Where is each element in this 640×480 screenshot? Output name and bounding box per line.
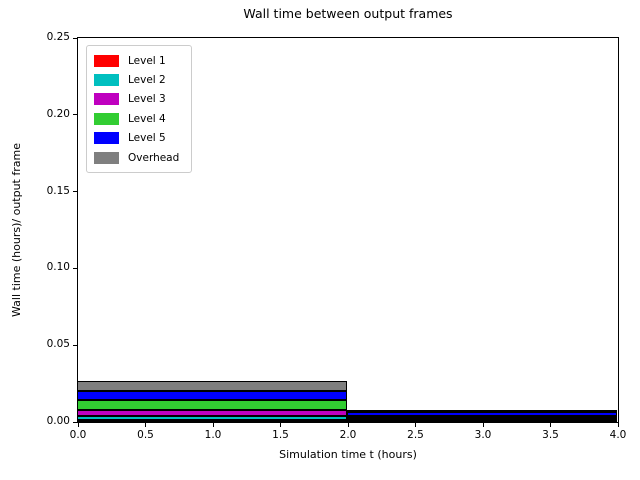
bar-segment-level-3 bbox=[77, 410, 347, 416]
y-tick-mark bbox=[73, 114, 78, 116]
x-tick-label: 2.0 bbox=[339, 429, 357, 441]
y-tick-mark bbox=[73, 191, 78, 193]
x-tick-label: 3.5 bbox=[542, 429, 559, 441]
bar-segment-level-2 bbox=[77, 415, 347, 420]
x-tick-mark bbox=[415, 423, 416, 427]
x-tick-label: 1.0 bbox=[204, 429, 222, 441]
x-tick-mark bbox=[212, 423, 214, 427]
legend-item-overhead: Overhead bbox=[94, 148, 179, 167]
x-tick-mark bbox=[145, 423, 146, 427]
legend-item-level-1: Level 1 bbox=[94, 51, 179, 70]
legend-swatch-level-1 bbox=[94, 54, 119, 67]
legend-label: Overhead bbox=[128, 151, 180, 164]
x-tick-label: 2.5 bbox=[407, 429, 424, 441]
x-tick-mark bbox=[280, 423, 281, 427]
y-tick-label: 0.05 bbox=[46, 338, 70, 351]
y-tick-label: 0.00 bbox=[46, 415, 70, 427]
y-tick-mark bbox=[73, 37, 78, 39]
legend-swatch-level-5 bbox=[94, 132, 119, 145]
x-tick-label: 0.0 bbox=[69, 429, 87, 441]
bar-segment-level-3 bbox=[347, 417, 617, 420]
legend-swatch-level-2 bbox=[94, 74, 119, 87]
bar-segment-level-1 bbox=[77, 419, 347, 422]
y-tick-mark bbox=[73, 421, 78, 423]
y-tick-mark bbox=[73, 267, 78, 269]
legend-swatch-level-4 bbox=[94, 112, 119, 125]
x-tick-label: 0.5 bbox=[137, 429, 154, 441]
legend-label: Level 2 bbox=[128, 74, 166, 87]
bar-segment-level-5 bbox=[77, 391, 347, 401]
bar-segment-level-4 bbox=[347, 416, 617, 419]
y-tick-mark bbox=[73, 344, 78, 346]
legend-item-level-4: Level 4 bbox=[94, 109, 179, 128]
bar-segment-level-5 bbox=[347, 412, 617, 417]
y-tick-label: 0.10 bbox=[46, 261, 70, 274]
legend-item-level-5: Level 5 bbox=[94, 129, 179, 148]
y-tick-label: 0.20 bbox=[46, 107, 70, 120]
x-tick-mark bbox=[617, 423, 619, 427]
legend-label: Level 4 bbox=[128, 112, 166, 125]
x-tick-label: 1.5 bbox=[272, 429, 289, 441]
bar-segment-level-4 bbox=[77, 400, 347, 411]
x-tick-mark bbox=[347, 423, 349, 427]
legend-label: Level 1 bbox=[128, 54, 166, 67]
x-axis-label: Simulation time t (hours) bbox=[279, 448, 417, 461]
legend-label: Level 5 bbox=[128, 132, 166, 145]
bar-segment-overhead bbox=[77, 381, 347, 391]
plot-area bbox=[77, 37, 619, 423]
legend-label: Level 3 bbox=[128, 93, 166, 106]
x-tick-label: 4.0 bbox=[609, 429, 627, 441]
x-tick-mark bbox=[550, 423, 551, 427]
x-tick-label: 3.0 bbox=[474, 429, 492, 441]
legend-swatch-overhead bbox=[94, 151, 119, 164]
x-tick-mark bbox=[482, 423, 484, 427]
legend-swatch-level-3 bbox=[94, 93, 119, 106]
y-tick-label: 0.15 bbox=[46, 184, 70, 197]
chart-title: Wall time between output frames bbox=[243, 6, 453, 21]
legend-item-level-2: Level 2 bbox=[94, 70, 179, 89]
x-tick-mark bbox=[77, 423, 79, 427]
y-tick-label: 0.25 bbox=[46, 31, 70, 43]
legend-item-level-3: Level 3 bbox=[94, 90, 179, 109]
legend: Level 1 Level 2 Level 3 Level 4 Level 5 Overh… bbox=[86, 45, 193, 174]
bar-segment-overhead bbox=[347, 410, 617, 413]
y-axis-label: Wall time (hours)/ output frame bbox=[10, 143, 23, 317]
